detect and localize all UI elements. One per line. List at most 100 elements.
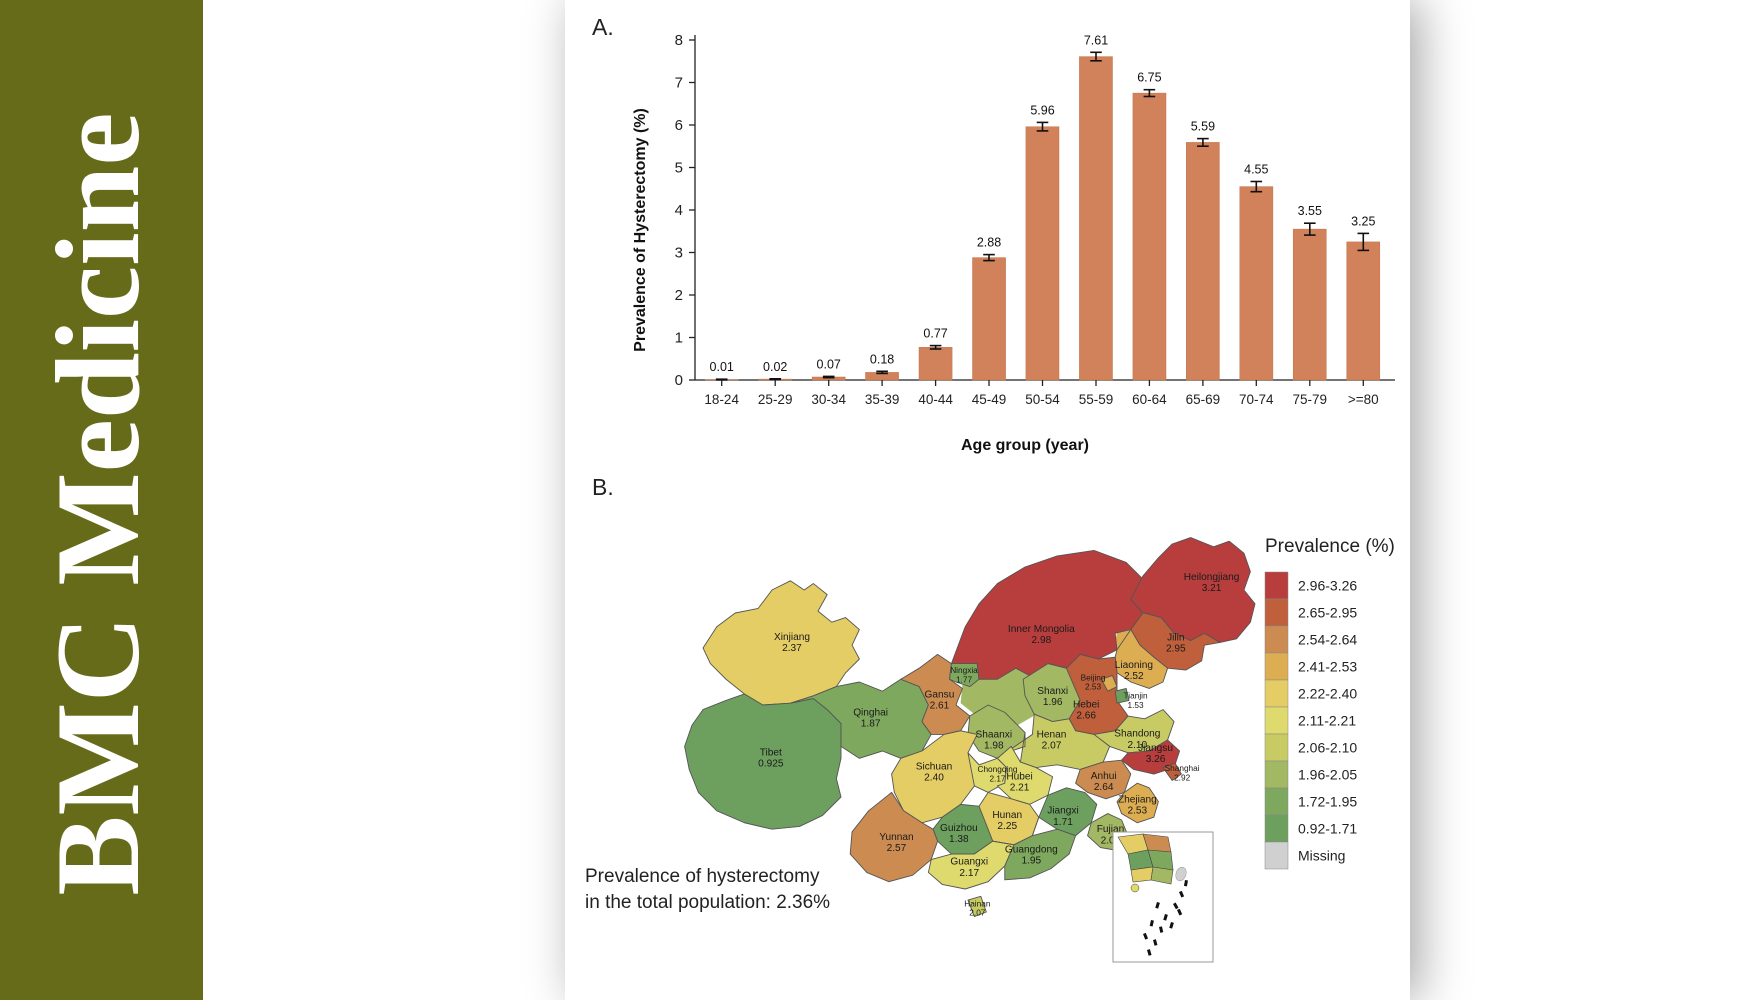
- svg-text:0: 0: [675, 372, 683, 389]
- svg-text:3: 3: [675, 245, 683, 262]
- svg-text:Zhejiang: Zhejiang: [1118, 795, 1157, 806]
- svg-text:2.41-2.53: 2.41-2.53: [1298, 659, 1357, 675]
- svg-text:in the total population: 2.36%: in the total population: 2.36%: [585, 892, 830, 913]
- svg-text:Liaoning: Liaoning: [1115, 660, 1153, 671]
- svg-text:8: 8: [675, 32, 683, 49]
- svg-text:70-74: 70-74: [1239, 392, 1274, 407]
- svg-text:6.75: 6.75: [1137, 71, 1161, 85]
- svg-text:Age group (year): Age group (year): [961, 437, 1089, 454]
- svg-text:2.07: 2.07: [969, 908, 985, 917]
- svg-text:45-49: 45-49: [972, 392, 1007, 407]
- svg-text:4.55: 4.55: [1244, 163, 1268, 177]
- svg-text:5: 5: [675, 160, 683, 177]
- svg-text:2.61: 2.61: [930, 701, 950, 712]
- svg-text:Prevalence of Hysterectomy (%): Prevalence of Hysterectomy (%): [632, 108, 649, 352]
- svg-text:Guangdong: Guangdong: [1005, 845, 1058, 856]
- svg-text:5.96: 5.96: [1030, 103, 1054, 117]
- svg-text:2.17: 2.17: [959, 868, 979, 879]
- svg-text:Jiangxi: Jiangxi: [1047, 806, 1078, 817]
- svg-text:2.25: 2.25: [997, 821, 1017, 832]
- svg-text:1: 1: [675, 330, 683, 347]
- svg-text:Guizhou: Guizhou: [940, 823, 978, 834]
- svg-text:0.02: 0.02: [763, 360, 787, 374]
- svg-text:2.52: 2.52: [1124, 671, 1144, 682]
- svg-text:2.21: 2.21: [1010, 783, 1030, 794]
- svg-text:Hainan: Hainan: [964, 899, 991, 908]
- svg-text:4: 4: [675, 202, 683, 219]
- svg-text:Prevalence (%): Prevalence (%): [1265, 536, 1395, 557]
- svg-text:2.96-3.26: 2.96-3.26: [1298, 578, 1357, 594]
- svg-text:Jilin: Jilin: [1167, 633, 1184, 644]
- svg-text:Jiangsu: Jiangsu: [1138, 743, 1173, 754]
- svg-text:2.64: 2.64: [1094, 782, 1114, 793]
- svg-text:1.72-1.95: 1.72-1.95: [1298, 794, 1357, 810]
- svg-text:Xinjiang: Xinjiang: [774, 632, 810, 643]
- svg-text:>=80: >=80: [1348, 392, 1379, 407]
- svg-text:1.87: 1.87: [861, 719, 881, 730]
- svg-text:Gansu: Gansu: [925, 690, 955, 701]
- svg-text:Tianjin: Tianjin: [1124, 692, 1148, 701]
- svg-text:1.96: 1.96: [1043, 697, 1063, 708]
- svg-text:2.66: 2.66: [1076, 711, 1096, 722]
- svg-text:0.01: 0.01: [710, 360, 734, 374]
- svg-text:75-79: 75-79: [1293, 392, 1328, 407]
- svg-text:Yunnan: Yunnan: [879, 832, 913, 843]
- svg-text:2.92: 2.92: [1174, 773, 1190, 782]
- svg-text:Ningxia: Ningxia: [950, 666, 978, 675]
- svg-text:2.57: 2.57: [887, 843, 907, 854]
- svg-text:18-24: 18-24: [704, 392, 739, 407]
- svg-text:Prevalence of hysterectomy: Prevalence of hysterectomy: [585, 866, 820, 887]
- svg-text:2.07: 2.07: [1042, 740, 1062, 751]
- svg-text:35-39: 35-39: [865, 392, 900, 407]
- svg-text:30-34: 30-34: [811, 392, 846, 407]
- svg-text:3.55: 3.55: [1298, 204, 1322, 218]
- svg-text:Anhui: Anhui: [1091, 771, 1117, 782]
- svg-text:2.53: 2.53: [1127, 806, 1147, 817]
- svg-text:2.53: 2.53: [1085, 683, 1101, 692]
- svg-text:Inner Mongolia: Inner Mongolia: [1008, 624, 1075, 635]
- svg-text:1.98: 1.98: [984, 741, 1004, 752]
- svg-text:Hunan: Hunan: [992, 810, 1022, 821]
- svg-text:2.40: 2.40: [924, 772, 944, 783]
- svg-text:2.37: 2.37: [782, 643, 802, 654]
- svg-text:65-69: 65-69: [1186, 392, 1221, 407]
- svg-text:2.11-2.21: 2.11-2.21: [1298, 713, 1356, 729]
- svg-text:Hebei: Hebei: [1073, 700, 1099, 711]
- svg-text:0.18: 0.18: [870, 352, 894, 366]
- svg-text:2.22-2.40: 2.22-2.40: [1298, 686, 1357, 702]
- svg-text:2.98: 2.98: [1032, 635, 1052, 646]
- svg-text:1.77: 1.77: [956, 675, 972, 684]
- svg-text:7.61: 7.61: [1084, 33, 1108, 47]
- svg-text:Henan: Henan: [1037, 729, 1067, 740]
- svg-text:Tibet: Tibet: [760, 747, 782, 758]
- svg-text:1.53: 1.53: [1128, 701, 1144, 710]
- svg-text:3.26: 3.26: [1146, 754, 1166, 765]
- svg-text:2.95: 2.95: [1166, 644, 1186, 655]
- svg-text:Missing: Missing: [1298, 848, 1345, 864]
- svg-text:1.95: 1.95: [1022, 856, 1042, 867]
- svg-text:Guangxi: Guangxi: [950, 857, 988, 868]
- svg-text:2.88: 2.88: [977, 236, 1001, 250]
- svg-text:2.54-2.64: 2.54-2.64: [1298, 632, 1357, 648]
- svg-text:1.38: 1.38: [949, 834, 969, 845]
- svg-text:Beijing: Beijing: [1081, 673, 1106, 682]
- svg-text:5.59: 5.59: [1191, 120, 1215, 134]
- svg-text:0.92-1.71: 0.92-1.71: [1298, 821, 1357, 837]
- svg-text:Shanghai: Shanghai: [1165, 764, 1200, 773]
- svg-text:60-64: 60-64: [1132, 392, 1167, 407]
- svg-text:3.25: 3.25: [1351, 214, 1375, 228]
- svg-text:55-59: 55-59: [1079, 392, 1114, 407]
- svg-text:0.925: 0.925: [758, 758, 784, 769]
- svg-text:2: 2: [675, 287, 683, 304]
- svg-text:3.21: 3.21: [1202, 583, 1222, 594]
- svg-text:50-54: 50-54: [1025, 392, 1060, 407]
- svg-text:Shandong: Shandong: [1114, 729, 1160, 740]
- svg-text:2.06-2.10: 2.06-2.10: [1298, 740, 1357, 756]
- svg-text:0.07: 0.07: [817, 357, 841, 371]
- svg-text:2.65-2.95: 2.65-2.95: [1298, 605, 1357, 621]
- svg-text:6: 6: [675, 117, 683, 134]
- svg-text:0.77: 0.77: [923, 327, 947, 341]
- svg-text:7: 7: [675, 75, 683, 92]
- svg-text:25-29: 25-29: [758, 392, 793, 407]
- svg-text:40-44: 40-44: [918, 392, 953, 407]
